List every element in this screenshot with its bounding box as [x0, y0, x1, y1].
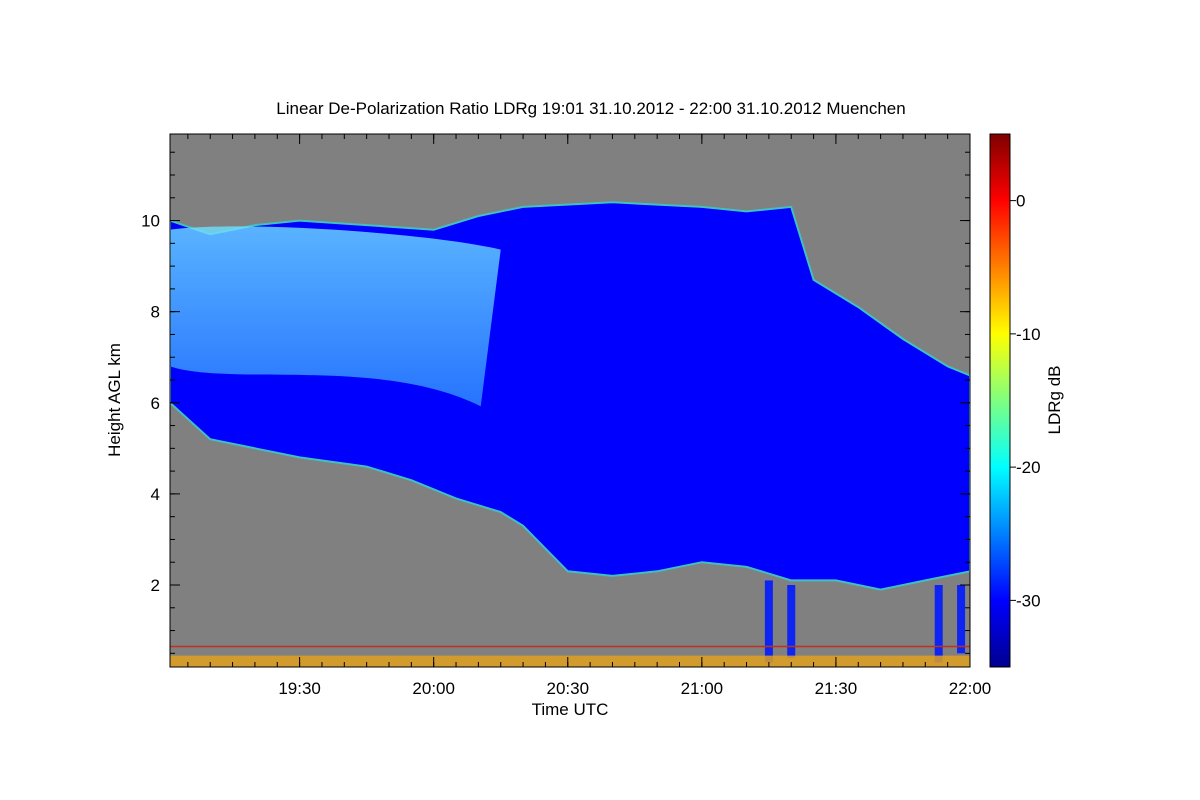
fall-streak: [764, 580, 773, 663]
near-ground-band: [170, 655, 970, 667]
y-axis-label: Height AGL km: [105, 343, 124, 457]
colorbar: [989, 133, 1011, 668]
x-axis-label: Time UTC: [532, 700, 609, 719]
x-tick-label: 21:30: [815, 679, 858, 698]
colorbar-tick-label: -20: [1016, 458, 1041, 477]
x-tick-label: 20:30: [546, 679, 589, 698]
chart-title: Linear De-Polarization Ratio LDRg 19:01 …: [276, 99, 905, 118]
plot-content: [170, 201, 970, 667]
axis-ticks: 19:30 20:00 20:30 21:00 21:30 22:00 2 4 6 8 10: [141, 134, 991, 698]
colorbar-tick-label: -10: [1016, 325, 1041, 344]
y-tick-label: 2: [151, 576, 160, 595]
x-tick-label: 22:00: [949, 679, 992, 698]
fall-streak: [957, 585, 966, 654]
depolarizing-layer: [170, 226, 501, 407]
y-tick-label: 8: [151, 303, 160, 322]
x-tick-label: 21:00: [681, 679, 724, 698]
x-tick-label: 20:00: [412, 679, 455, 698]
colorbar-tick-label: -30: [1016, 591, 1041, 610]
y-tick-label: 10: [141, 212, 160, 231]
plot-frame: [169, 133, 971, 668]
colorbar-label: LDRg dB: [1045, 366, 1064, 435]
fall-streak: [787, 585, 796, 658]
y-tick-label: 6: [151, 394, 160, 413]
fall-streak: [934, 585, 943, 663]
y-tick-label: 4: [151, 485, 160, 504]
colorbar-tick-label: 0: [1016, 192, 1025, 211]
colorbar-ticks: 0 -10 -20 -30: [1010, 192, 1041, 610]
x-tick-label: 19:30: [278, 679, 321, 698]
